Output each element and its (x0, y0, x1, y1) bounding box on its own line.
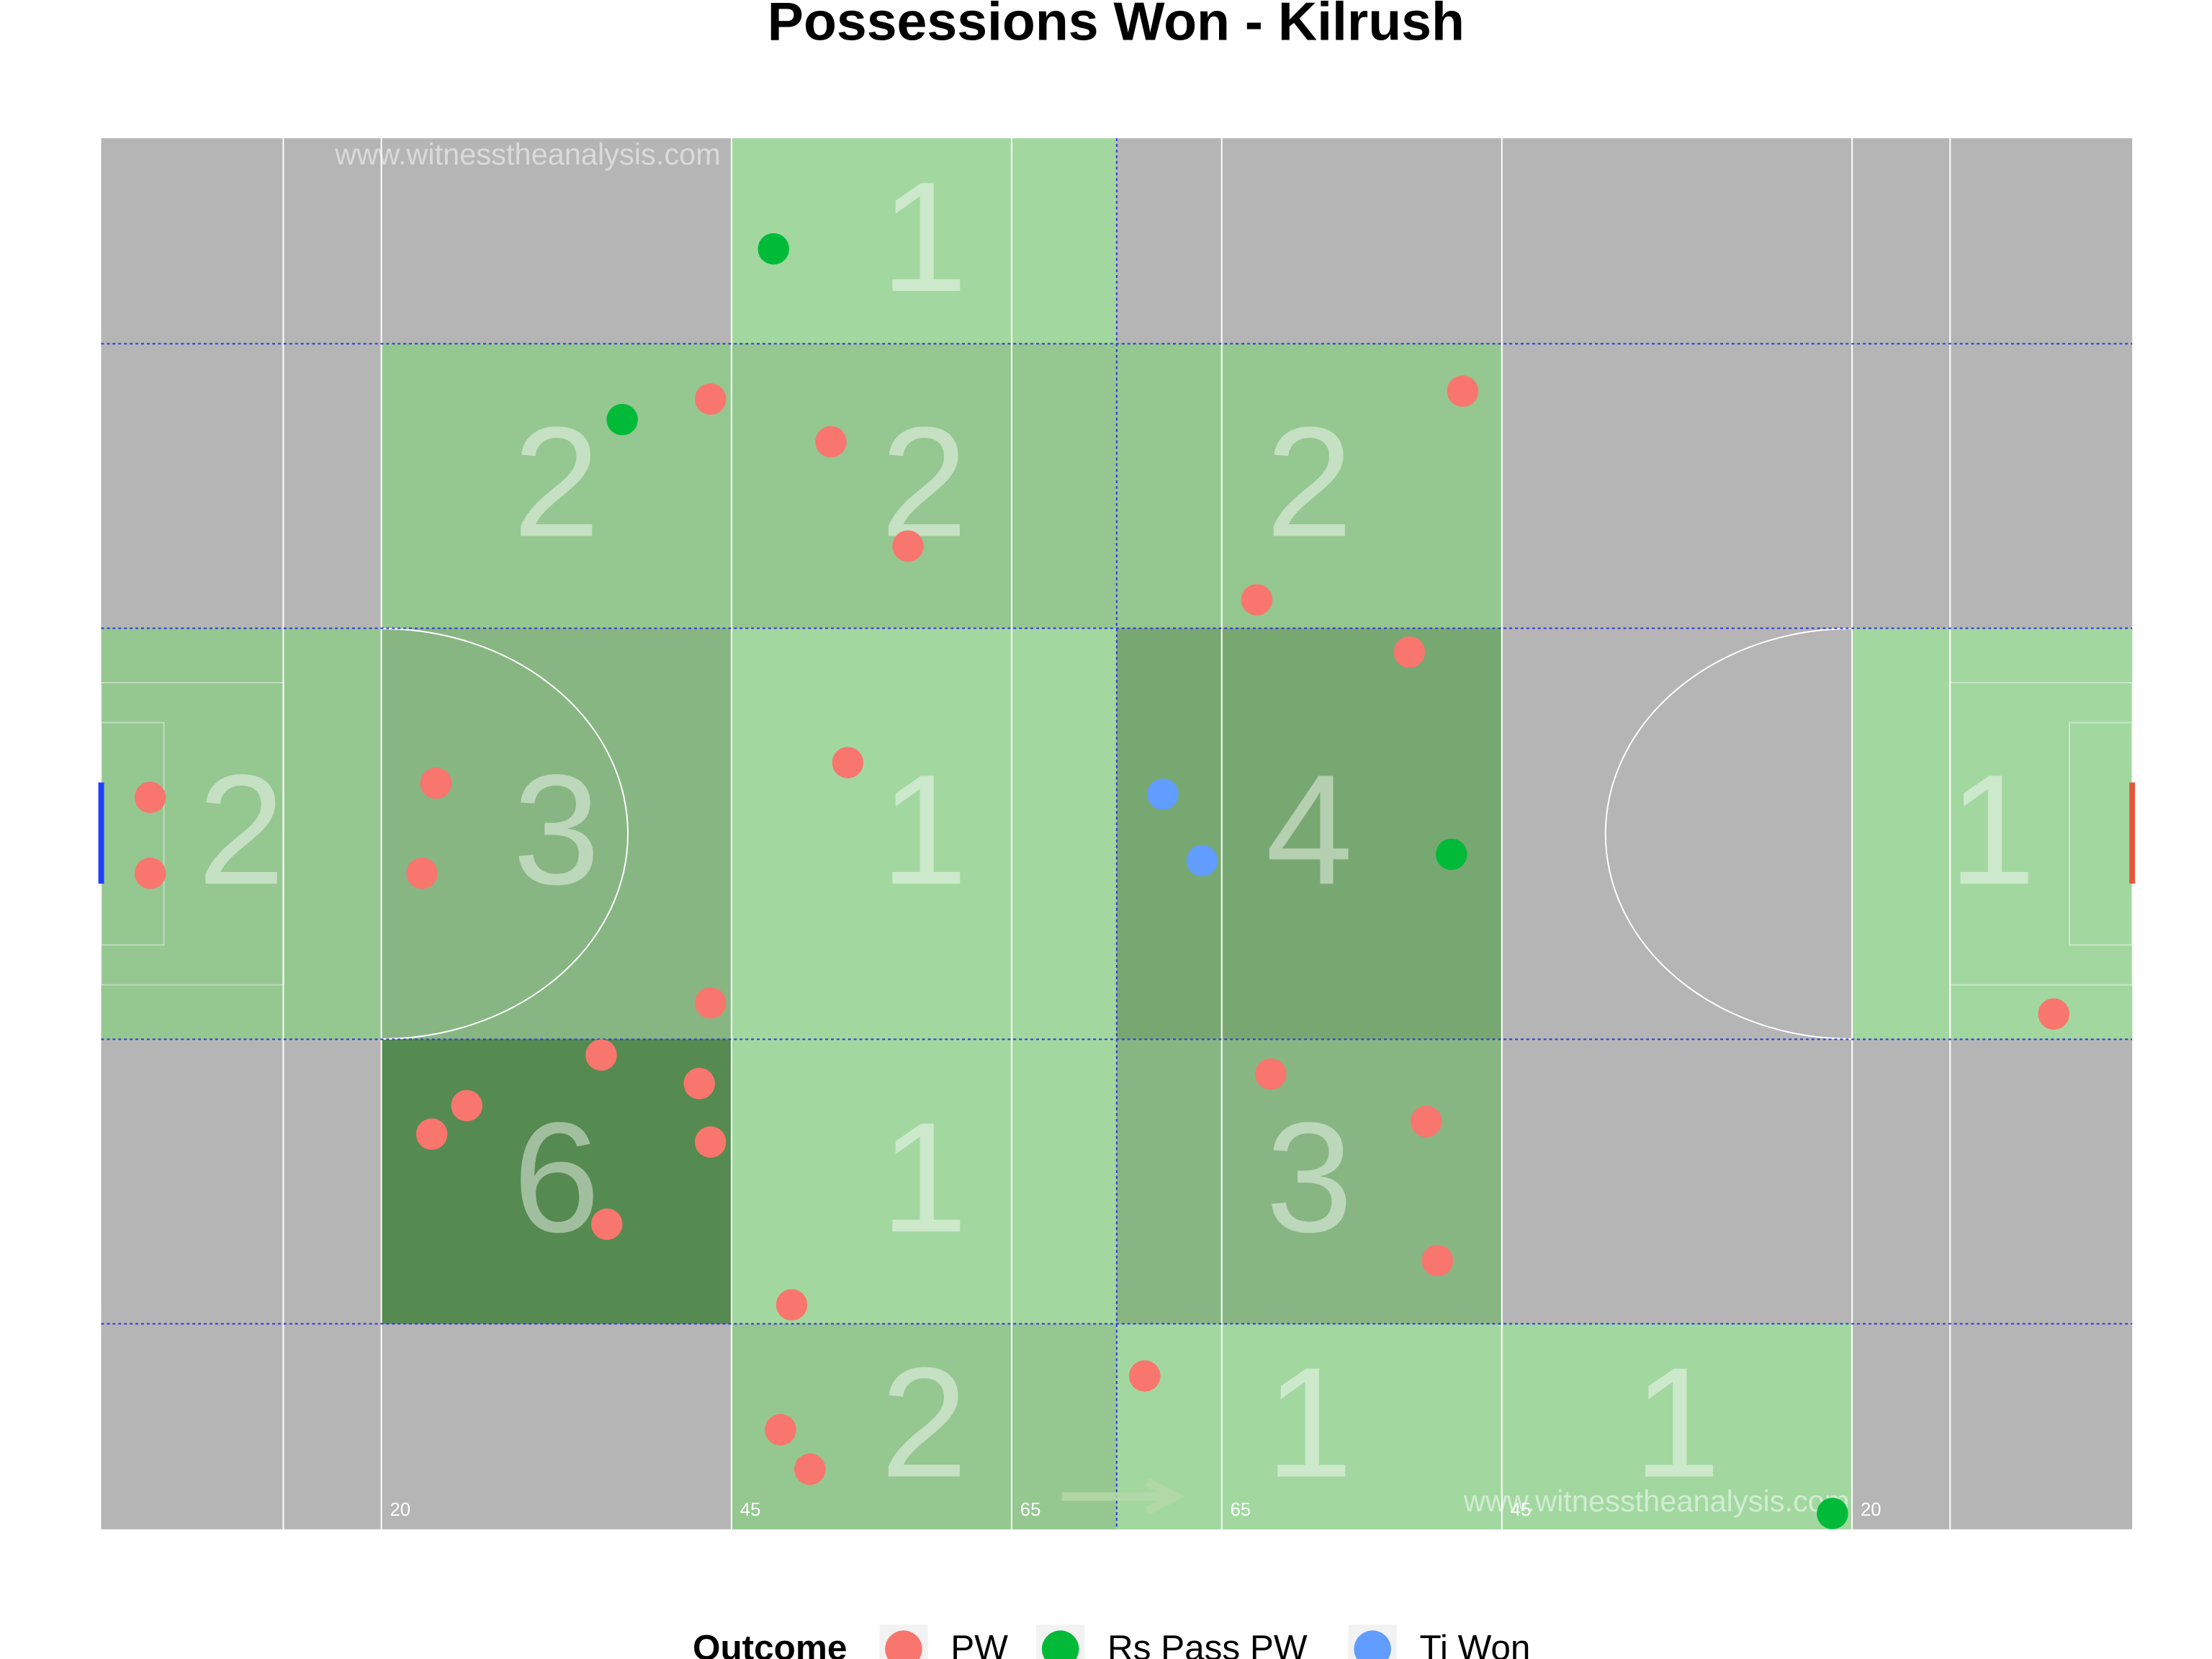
legend-key (1354, 1630, 1391, 1659)
zone-label: 2 (513, 395, 600, 570)
point (765, 1413, 796, 1446)
zone-label: 4 (1266, 742, 1353, 917)
point (1817, 1498, 1848, 1529)
legend-key (1041, 1630, 1079, 1659)
point (1128, 1360, 1161, 1392)
point (1147, 778, 1179, 810)
zone (731, 343, 1117, 629)
zone-label: 2 (198, 742, 285, 917)
d-arc (1604, 627, 1853, 1040)
line-label: 45 (1511, 1500, 1532, 1520)
legend-title: Outcome (693, 1628, 847, 1659)
goal (98, 782, 104, 884)
point (694, 383, 727, 415)
zone (731, 628, 1117, 1040)
zone (1116, 343, 1502, 629)
point (694, 987, 727, 1019)
zone (381, 343, 732, 629)
watermark: www.witnesstheanalysis.com (1463, 1484, 1850, 1518)
zone-label: 1 (881, 742, 968, 917)
line-label: 65 (1231, 1500, 1251, 1520)
zone-label: 1 (881, 1090, 968, 1265)
point (134, 858, 166, 889)
legend-label: Ti Won (1419, 1628, 1530, 1659)
point (794, 1453, 826, 1485)
line-label: 20 (390, 1500, 410, 1520)
watermark: www.witnesstheanalysis.com (334, 138, 721, 171)
point (2038, 998, 2069, 1030)
legend-label: Rs Pass PW (1107, 1628, 1308, 1659)
zone (1501, 1323, 1853, 1529)
zone (731, 1039, 1117, 1324)
zone-label: 2 (1266, 395, 1353, 570)
zone (1852, 628, 2133, 1040)
point (406, 858, 438, 889)
point (420, 767, 452, 799)
point (1186, 845, 1218, 877)
d-arc (381, 627, 629, 1040)
zone-label: 3 (513, 742, 600, 917)
point (775, 1289, 808, 1321)
point (1435, 838, 1467, 871)
line-label: 65 (1020, 1500, 1041, 1520)
point (1393, 636, 1426, 668)
line-label: 45 (740, 1500, 761, 1520)
goal (2129, 782, 2136, 884)
zone (1116, 1039, 1502, 1324)
point (415, 1118, 448, 1150)
zone-label: 1 (1633, 1336, 1720, 1511)
zone (101, 628, 382, 1040)
zone-label: 1 (881, 150, 968, 325)
point (683, 1068, 715, 1100)
zone (731, 138, 1117, 344)
point (1447, 375, 1479, 408)
direction-arrow (1061, 1478, 1186, 1515)
zone (1116, 628, 1502, 1040)
legend-key (885, 1630, 922, 1659)
zone (381, 628, 732, 1040)
point (451, 1089, 483, 1122)
point (1410, 1105, 1442, 1138)
zone-label: 1 (1266, 1336, 1353, 1511)
zone (381, 1039, 732, 1324)
legend-label: PW (950, 1628, 1008, 1659)
point (134, 781, 166, 814)
point (1255, 1058, 1287, 1090)
zone-label: 3 (1266, 1090, 1353, 1265)
zone-label: 1 (1948, 742, 2036, 917)
point (832, 747, 864, 778)
point (694, 1126, 727, 1158)
zone-label: 2 (881, 1336, 968, 1511)
point (892, 530, 924, 562)
point (606, 403, 638, 436)
point (1421, 1244, 1454, 1277)
zone-label: 6 (513, 1090, 600, 1265)
point (585, 1039, 617, 1071)
point (590, 1208, 623, 1240)
line-label: 20 (1861, 1500, 1881, 1520)
point (1241, 584, 1273, 616)
point (815, 426, 847, 458)
point (757, 233, 790, 265)
chart-title: Possessions Won - Kilrush (768, 0, 1465, 52)
